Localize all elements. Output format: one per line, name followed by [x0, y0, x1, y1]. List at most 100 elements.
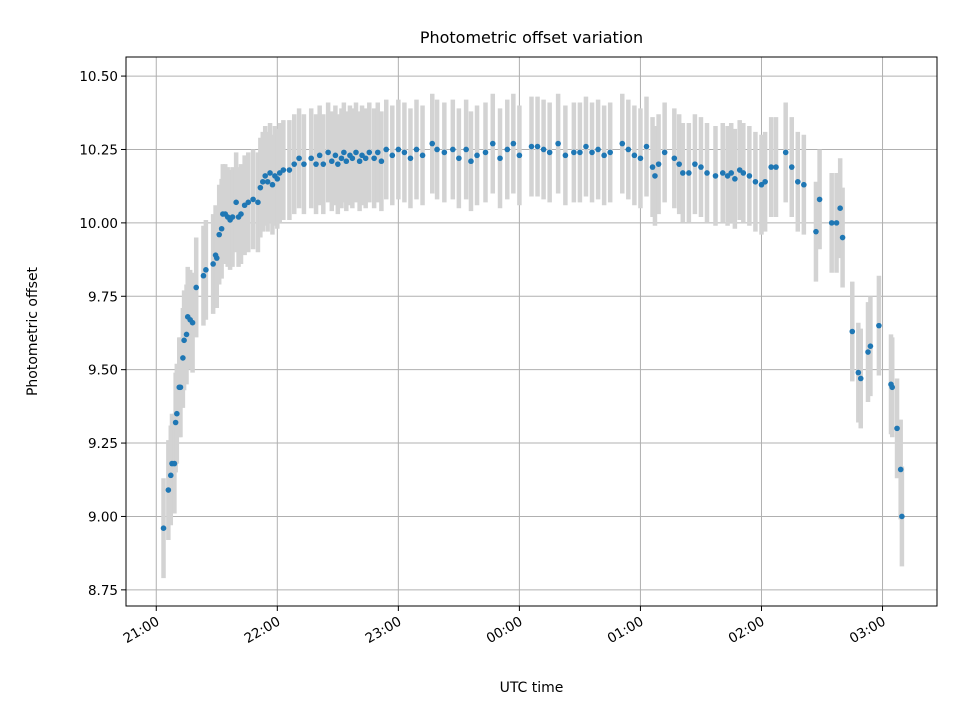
data-point: [899, 513, 905, 520]
plot-frame: [125, 56, 938, 607]
data-point: [897, 466, 904, 473]
data-point: [540, 146, 547, 153]
data-point: [313, 161, 319, 167]
data-point: [661, 149, 668, 156]
data-point: [601, 152, 607, 159]
data-point: [181, 337, 187, 344]
data-point: [218, 225, 225, 232]
data-point: [343, 158, 350, 165]
data-point: [419, 152, 426, 159]
data-point: [341, 149, 347, 156]
data-point: [374, 149, 381, 156]
data-point: [267, 170, 273, 176]
data-point: [782, 149, 789, 156]
data-point: [463, 146, 469, 153]
data-point: [429, 140, 436, 147]
y-tick-label: 8.75: [88, 583, 118, 599]
data-point: [528, 143, 535, 150]
data-point: [816, 196, 823, 203]
data-point: [855, 369, 862, 376]
data-point: [308, 155, 314, 162]
data-point: [262, 173, 269, 179]
data-point: [434, 146, 440, 153]
data-point: [167, 472, 174, 479]
data-point: [788, 164, 795, 170]
data-point: [353, 149, 359, 156]
data-point: [828, 220, 835, 226]
data-point: [450, 146, 456, 153]
data-point: [335, 161, 341, 167]
data-point: [338, 155, 345, 162]
data-point: [233, 199, 239, 206]
data-point: [264, 178, 271, 185]
data-point: [637, 155, 644, 162]
data-point: [801, 181, 807, 188]
data-point: [203, 267, 209, 273]
data-point: [165, 487, 172, 493]
data-point: [619, 140, 626, 147]
data-point: [383, 146, 390, 153]
data-point: [160, 525, 167, 532]
data-point: [296, 155, 302, 162]
data-point: [595, 146, 601, 153]
data-point: [174, 410, 180, 417]
data-point: [768, 164, 774, 170]
data-point: [752, 178, 759, 185]
data-point: [255, 199, 261, 206]
data-point: [504, 146, 511, 153]
data-points: [160, 140, 905, 532]
data-point: [407, 155, 414, 162]
data-point: [257, 184, 264, 191]
data-point: [259, 178, 266, 185]
data-point: [671, 155, 678, 162]
x-axis-label: UTC time: [500, 680, 564, 696]
data-point: [325, 149, 331, 156]
data-point: [413, 146, 420, 153]
data-point: [655, 161, 662, 167]
data-point: [534, 143, 541, 150]
data-point: [562, 152, 569, 159]
data-point: [177, 384, 184, 391]
data-point: [366, 149, 373, 156]
data-point: [332, 152, 339, 159]
data-point: [362, 155, 369, 162]
data-point: [698, 164, 704, 170]
data-point: [692, 161, 698, 167]
data-point: [704, 170, 710, 176]
data-point: [378, 158, 385, 165]
data-point: [813, 228, 819, 235]
data-point: [328, 158, 335, 165]
y-tick-label: 9.25: [88, 436, 118, 452]
data-point: [762, 178, 768, 185]
data-point: [516, 152, 523, 159]
data-point: [280, 167, 287, 173]
data-point: [719, 170, 726, 176]
data-point: [316, 152, 323, 159]
data-point: [349, 155, 356, 162]
data-point: [643, 143, 650, 150]
data-point: [250, 196, 256, 203]
data-point: [180, 355, 186, 361]
data-point: [857, 375, 864, 382]
data-point: [489, 140, 496, 147]
data-point: [833, 220, 840, 226]
data-point: [732, 176, 738, 182]
y-tick-label: 9.50: [88, 363, 118, 379]
data-point: [456, 155, 462, 162]
y-tick-label: 10.25: [79, 142, 118, 158]
data-point: [389, 152, 396, 159]
data-point: [625, 146, 632, 153]
data-point: [876, 322, 882, 329]
data-point: [649, 164, 656, 170]
data-point: [497, 155, 503, 162]
data-point: [680, 170, 686, 176]
data-point: [607, 149, 613, 156]
data-point: [867, 343, 874, 349]
data-point: [849, 328, 856, 335]
data-point: [794, 178, 801, 185]
data-point: [577, 149, 583, 156]
data-point: [301, 161, 307, 167]
data-point: [238, 211, 244, 217]
